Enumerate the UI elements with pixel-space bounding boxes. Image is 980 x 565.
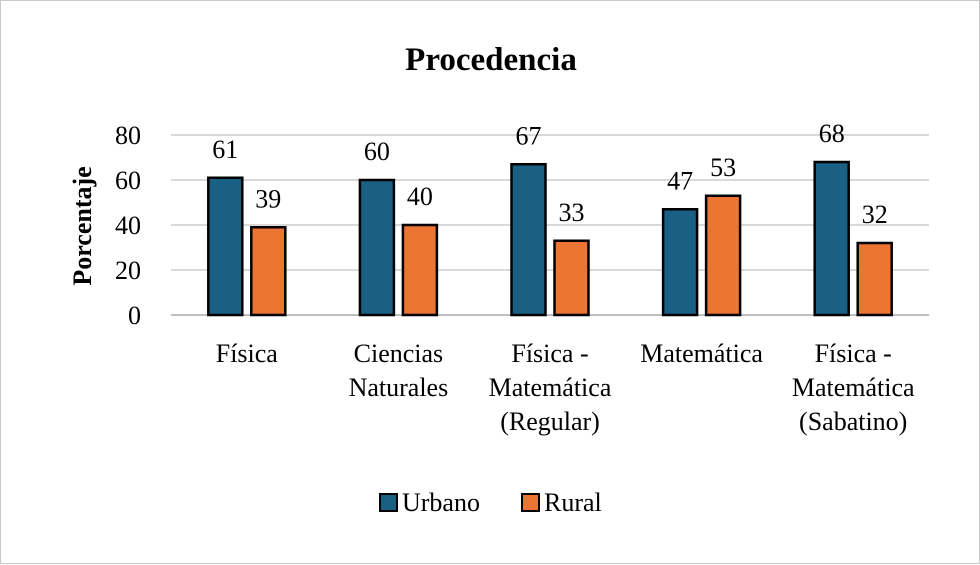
legend-label-rural: Rural	[544, 488, 602, 517]
legend-label-urbano: Urbano	[402, 488, 480, 517]
bar-urbano-0	[207, 176, 244, 317]
bar-urbano-4	[813, 160, 850, 317]
y-tick-labels: 0 20 40 60 80	[115, 121, 141, 330]
y-tick-label: 20	[115, 256, 141, 285]
gridlines	[171, 134, 929, 316]
bar-rural-4	[856, 241, 893, 317]
legend: Urbano Rural	[379, 488, 602, 517]
bar-urbano-1	[358, 178, 396, 317]
category-label-line: Física	[216, 339, 279, 368]
legend-swatch-urbano	[379, 493, 398, 512]
y-tick-label: 0	[128, 301, 141, 330]
chart-title: Procedencia	[405, 42, 577, 78]
data-label-rural-2: 33	[559, 198, 585, 227]
category-label-2: Física - Matemática (Regular)	[489, 339, 612, 436]
bars	[207, 160, 893, 317]
data-label-urbano-2: 67	[516, 121, 542, 150]
category-label-line: Matemática	[489, 373, 612, 402]
category-label-3: Matemática	[640, 339, 763, 368]
category-label-4: Física - Matemática (Sabatino)	[792, 339, 915, 436]
bar-urbano-2	[510, 163, 547, 317]
category-label-line: Física -	[815, 339, 892, 368]
y-tick-label: 60	[115, 166, 141, 195]
category-label-0: Física	[216, 339, 279, 368]
category-labels: Física Ciencias Naturales Física - Matemátic…	[216, 339, 915, 436]
bar-urbano-3	[661, 208, 699, 317]
category-label-line: Matemática	[792, 373, 915, 402]
data-label-urbano-0: 61	[212, 135, 238, 164]
y-axis-label: Porcentaje	[68, 166, 97, 285]
data-label-rural-0: 39	[255, 184, 281, 213]
category-label-line: Matemática	[640, 339, 763, 368]
category-label-line: Física -	[511, 339, 588, 368]
y-tick-label: 80	[115, 121, 141, 150]
data-labels: 61 39 60 40 67 33 47 53 68 32	[212, 119, 887, 229]
category-label-line: (Sabatino)	[799, 407, 907, 436]
data-label-rural-3: 53	[710, 153, 736, 182]
bar-rural-2	[553, 239, 590, 317]
category-label-line: (Regular)	[500, 407, 600, 436]
legend-swatch-rural	[521, 493, 540, 512]
y-tick-label: 40	[115, 211, 141, 240]
data-label-rural-4: 32	[862, 200, 888, 229]
bar-rural-0	[250, 226, 287, 317]
bar-rural-3	[704, 194, 742, 317]
bar-rural-1	[401, 223, 439, 317]
data-label-urbano-4: 68	[819, 119, 845, 148]
data-label-urbano-1: 60	[364, 137, 390, 166]
category-label-line: Ciencias	[354, 339, 444, 368]
data-label-urbano-3: 47	[667, 166, 693, 195]
data-label-rural-1: 40	[407, 182, 433, 211]
category-label-1: Ciencias Naturales	[349, 339, 449, 402]
category-label-line: Naturales	[349, 373, 449, 402]
